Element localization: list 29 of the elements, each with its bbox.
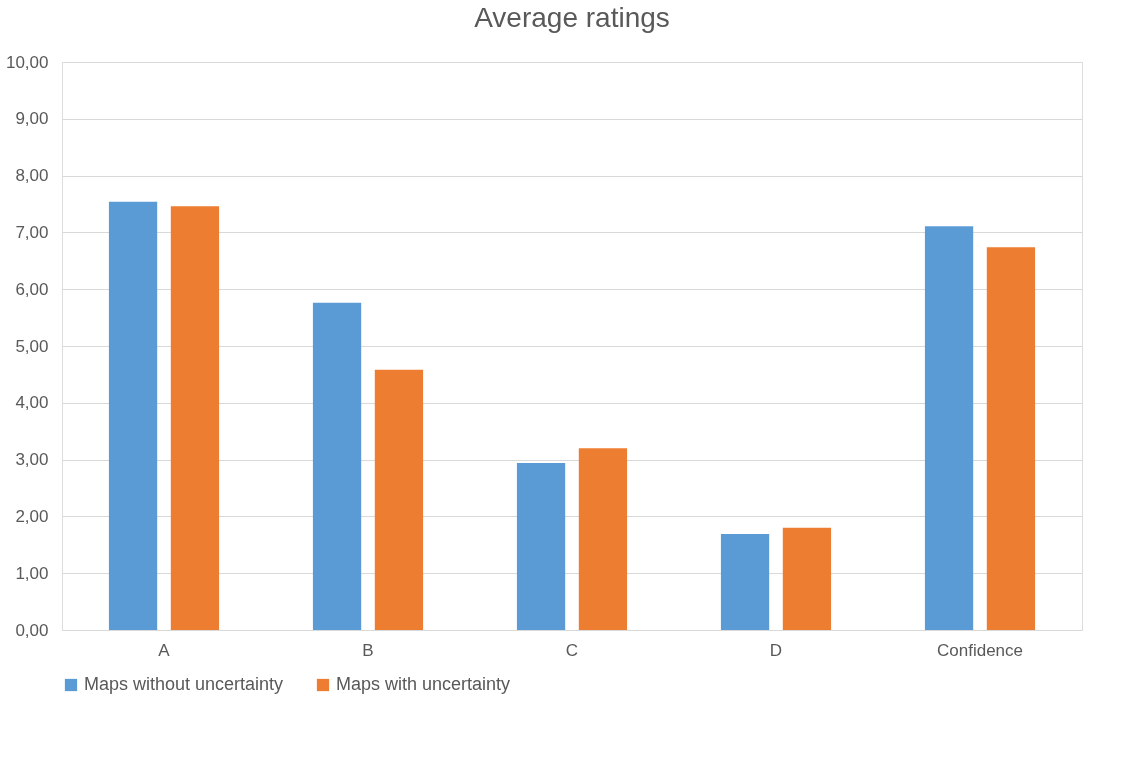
y-tick-label: 2,00 (15, 506, 49, 526)
y-tick-label: 9,00 (15, 109, 49, 129)
bar (516, 463, 566, 630)
y-tick-label: 6,00 (15, 279, 49, 299)
y-tick-label: 8,00 (15, 166, 49, 186)
y-tick-label: 1,00 (15, 563, 49, 583)
bar (108, 201, 158, 630)
x-tick-label: C (565, 640, 579, 660)
legend-label: Maps without uncertainty (84, 674, 284, 694)
bar (924, 226, 974, 630)
x-tick-label: A (158, 640, 171, 660)
bar (720, 534, 770, 630)
y-tick-label: 5,00 (15, 336, 49, 356)
bar (170, 206, 220, 630)
x-tick-label: D (769, 640, 783, 660)
bar (374, 369, 424, 630)
y-tick-label: 3,00 (15, 450, 49, 470)
x-tick-label: B (362, 640, 374, 660)
bar (986, 247, 1036, 630)
y-tick-label: 7,00 (15, 222, 49, 242)
legend-label: Maps with uncertainty (336, 674, 511, 694)
chart-title: Average ratings (474, 2, 670, 33)
bar (578, 448, 628, 630)
y-tick-label: 10,00 (5, 52, 49, 72)
x-tick-label: Confidence (936, 640, 1024, 660)
y-tick-label: 0,00 (15, 620, 49, 640)
bar (312, 302, 362, 630)
y-tick-label: 4,00 (15, 393, 49, 413)
bar (782, 527, 832, 630)
